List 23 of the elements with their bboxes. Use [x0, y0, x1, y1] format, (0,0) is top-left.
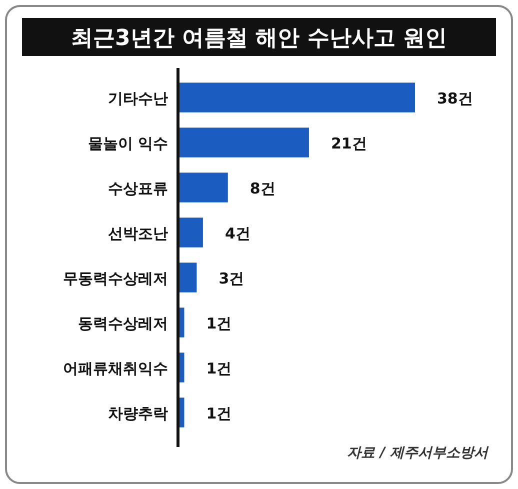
- bar: [178, 82, 415, 112]
- y-tick-label: 동력수상레저: [78, 314, 168, 332]
- annotation: 자료 / 제주서부소방서: [347, 445, 489, 461]
- data-label: 21건: [330, 134, 367, 152]
- bar: [178, 172, 228, 202]
- chart-title: 최근3년간 여름철 해안 수난사고 원인: [71, 26, 447, 51]
- y-tick-label: 수상표류: [108, 180, 168, 198]
- data-label: 1건: [206, 404, 232, 422]
- y-tick-label: 기타수난: [108, 90, 168, 108]
- y-tick-label: 물놀이 익수: [88, 134, 168, 152]
- data-label: 3건: [218, 270, 244, 288]
- bar: [178, 128, 309, 158]
- bar: [178, 218, 203, 248]
- y-tick-label: 어패류채취익수: [63, 360, 168, 378]
- data-label: 1건: [206, 360, 232, 378]
- data-label: 8건: [250, 180, 276, 198]
- y-tick-label: 차량추락: [108, 404, 168, 422]
- data-label: 4건: [224, 224, 250, 242]
- bar: [178, 262, 197, 292]
- y-tick-label: 무동력수상레저: [63, 270, 168, 288]
- data-label: 38건: [437, 90, 473, 108]
- y-tick-label: 선박조난: [108, 224, 168, 242]
- data-label: 1건: [206, 314, 232, 332]
